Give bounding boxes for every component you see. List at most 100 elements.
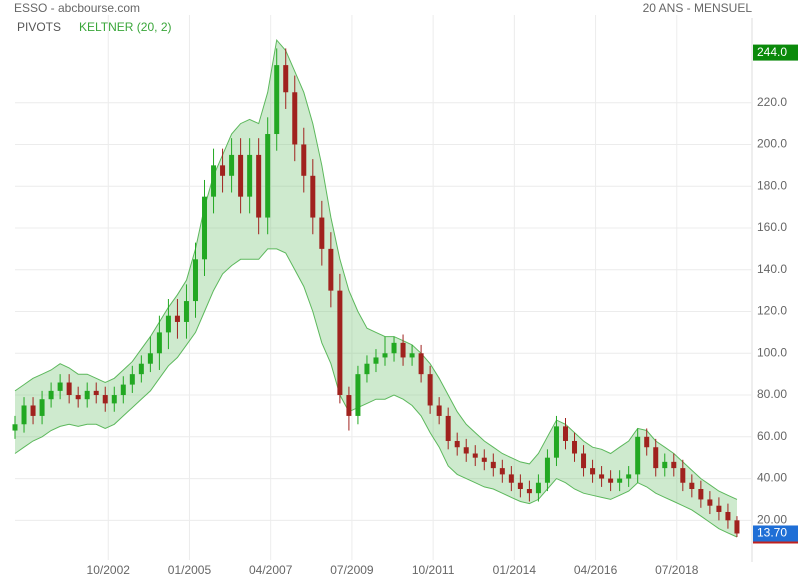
candle-body <box>644 436 650 448</box>
high-tag-label: 244.0 <box>757 45 787 59</box>
y-tick-label: 60.00 <box>757 429 787 443</box>
band-lower <box>14 248 738 538</box>
y-tick-label: 220.0 <box>757 95 787 109</box>
y-tick-label: 160.0 <box>757 220 787 234</box>
x-tick-label: 01/2005 <box>168 563 212 577</box>
band-upper <box>14 38 738 500</box>
x-tick-label: 10/2002 <box>87 563 131 577</box>
candle-body <box>274 65 280 135</box>
candle-body <box>283 65 289 93</box>
candle-body <box>301 144 307 176</box>
legend-item: KELTNER (20, 2) <box>79 20 171 34</box>
candle-body <box>256 154 262 218</box>
candle-body <box>535 482 541 494</box>
candle-body <box>445 415 451 441</box>
candle-body <box>211 165 217 197</box>
candle-body <box>48 390 54 400</box>
candle-body <box>662 461 668 469</box>
candle-body <box>653 447 659 469</box>
x-tick-label: 01/2014 <box>493 563 537 577</box>
candle-body <box>66 382 72 396</box>
candle-body <box>183 301 189 322</box>
legend-item: PIVOTS <box>17 20 61 34</box>
candle-body <box>436 405 442 416</box>
candle-body <box>427 374 433 406</box>
candle-body <box>247 154 253 197</box>
candle-body <box>102 395 108 404</box>
candle-body <box>409 353 415 358</box>
candle-body <box>382 353 388 358</box>
candle-body <box>337 290 343 396</box>
candle-body <box>156 332 162 354</box>
candle-body <box>526 489 532 494</box>
candle-body <box>671 461 677 469</box>
candle-body <box>310 175 316 218</box>
candle-body <box>174 315 180 322</box>
candle-body <box>572 440 578 454</box>
candle-body <box>517 482 523 490</box>
candle-body <box>499 468 505 475</box>
x-tick-label: 10/2011 <box>412 563 455 577</box>
candle-body <box>75 395 81 400</box>
x-tick-label: 07/2009 <box>330 563 374 577</box>
candle-body <box>355 374 361 416</box>
candle-body <box>599 474 605 479</box>
candle-body <box>229 154 235 176</box>
x-tick-label: 07/2018 <box>655 563 699 577</box>
y-tick-label: 40.00 <box>757 471 787 485</box>
x-tick-label: 04/2007 <box>249 563 293 577</box>
candle-body <box>138 363 144 375</box>
candle-body <box>111 395 117 404</box>
last-price-tag-box <box>753 525 798 542</box>
candle-body <box>608 478 614 483</box>
y-tick-label: 100.0 <box>757 345 787 359</box>
candle-body <box>689 482 695 490</box>
y-tick-label: 20.00 <box>757 512 787 526</box>
candle-body <box>57 382 63 391</box>
candle-body <box>418 353 424 375</box>
y-tick-label: 140.0 <box>757 262 787 276</box>
candle-body <box>707 499 713 506</box>
candle-body <box>590 468 596 475</box>
candle-body <box>581 453 587 469</box>
candle-body <box>265 134 271 218</box>
candle-body <box>364 363 370 375</box>
x-tick-label: 04/2016 <box>574 563 618 577</box>
y-tick-label: 120.0 <box>757 304 787 318</box>
candle-body <box>30 405 36 416</box>
candle-body <box>481 457 487 462</box>
candle-body <box>454 440 460 448</box>
candle-body <box>39 399 45 416</box>
candle-body <box>698 489 704 500</box>
high-tag-box <box>753 44 798 61</box>
candle-body <box>202 196 208 260</box>
candle-body <box>192 259 198 302</box>
chart-subtitle: 20 ANS - MENSUEL <box>643 1 753 15</box>
candle-body <box>12 424 18 431</box>
candle-body <box>400 342 406 358</box>
last-price-tag-label: 13.70 <box>757 526 787 540</box>
candle-body <box>734 520 740 534</box>
candle-body <box>346 395 352 416</box>
candle-body <box>319 217 325 249</box>
y-tick-label: 80.00 <box>757 387 787 401</box>
candle-body <box>716 505 722 512</box>
candle-body <box>635 436 641 475</box>
chart-title: ESSO - abcbourse.com <box>14 1 140 15</box>
candle-body <box>373 357 379 364</box>
candle-body <box>617 478 623 483</box>
candle-body <box>463 447 469 454</box>
candle-body <box>391 342 397 354</box>
candle-body <box>490 461 496 469</box>
candle-body <box>292 92 298 145</box>
candle-body <box>120 384 126 396</box>
candle-body <box>725 511 731 521</box>
candle-body <box>129 374 135 385</box>
candle-body <box>508 474 514 483</box>
candle-body <box>562 426 568 441</box>
candle-body <box>84 390 90 400</box>
candle-body <box>220 165 226 176</box>
candle-body <box>626 474 632 479</box>
